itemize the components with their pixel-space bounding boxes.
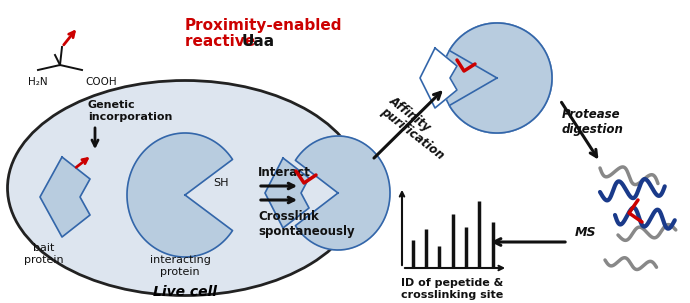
Polygon shape xyxy=(40,157,90,237)
Text: Protease
digestion: Protease digestion xyxy=(562,108,624,136)
Polygon shape xyxy=(420,48,457,108)
Text: MS: MS xyxy=(575,227,596,239)
Text: interacting
protein: interacting protein xyxy=(150,255,210,277)
Text: bait
protein: bait protein xyxy=(24,243,63,265)
Ellipse shape xyxy=(8,81,362,295)
Polygon shape xyxy=(449,23,552,133)
Polygon shape xyxy=(265,158,309,228)
Ellipse shape xyxy=(442,23,552,133)
Text: COOH: COOH xyxy=(85,77,117,87)
Text: ID of pepetide &
crosslinking site: ID of pepetide & crosslinking site xyxy=(401,278,503,300)
Polygon shape xyxy=(127,133,233,257)
Text: Uaa: Uaa xyxy=(242,34,275,49)
Polygon shape xyxy=(295,136,390,250)
Text: SH: SH xyxy=(213,178,228,188)
Text: H₂N: H₂N xyxy=(28,77,48,87)
Text: Interact: Interact xyxy=(258,165,311,178)
Text: Proximity-enabled: Proximity-enabled xyxy=(185,18,342,33)
Text: reactive: reactive xyxy=(185,34,260,49)
Text: Crosslink
spontaneously: Crosslink spontaneously xyxy=(258,210,355,238)
Text: Live cell: Live cell xyxy=(153,285,217,299)
Text: Affinity
purification: Affinity purification xyxy=(378,93,455,163)
Text: Genetic
incorporation: Genetic incorporation xyxy=(88,100,172,122)
